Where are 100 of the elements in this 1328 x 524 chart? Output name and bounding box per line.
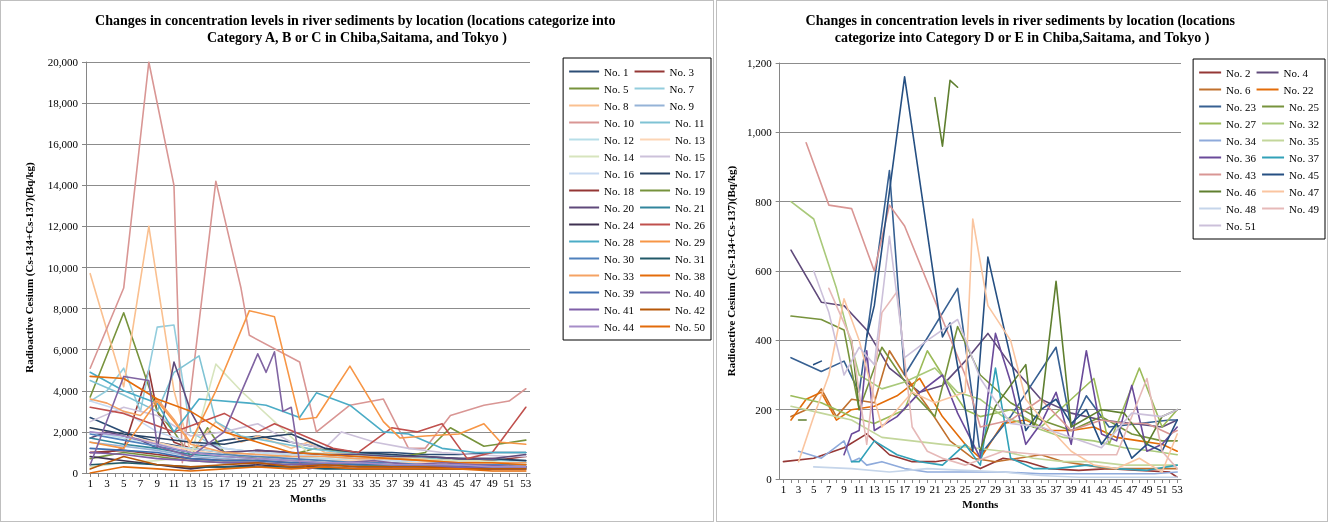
x-tick-label: 39 [1065,482,1078,495]
y-tick-label: 600 [755,265,773,277]
legend-label: No. 40 [675,286,706,299]
x-tick-label: 47 [1126,482,1138,495]
legend-label: No. 49 [1289,202,1320,215]
legend-label: No. 48 [1226,202,1257,215]
chart-title: Changes in concentration levels in river sediments by location (locations categorize into Category A, B or C in Chiba,Saitama, and Tokyo ) [95,13,619,46]
legend-label: No. 24 [604,218,635,231]
x-tick-label: 25 [285,476,298,489]
legend-label: No. 36 [1226,151,1257,164]
x-tick-label: 1 [780,482,787,495]
legend-label: No. 15 [675,150,706,163]
x-tick-label: 27 [302,476,314,489]
x-tick-label: 7 [826,482,833,495]
x-tick-label: 51 [1156,482,1168,495]
legend-label: No. 19 [675,184,706,197]
x-tick-label: 53 [520,476,532,489]
x-tick-label: 19 [235,476,247,489]
legend-label: No. 2 [1226,66,1251,79]
y-tick-label: 20,000 [47,56,79,68]
legend-label: No. 26 [675,218,706,231]
legend-label: No. 5 [604,82,630,95]
legend-label: No. 9 [669,99,695,112]
legend-label: No. 31 [675,252,706,265]
x-tick-label: 13 [185,476,197,489]
x-tick-label: 45 [453,476,465,489]
x-tick-label: 7 [137,476,144,489]
legend-label: No. 14 [604,150,635,163]
y-tick-label: 10,000 [47,261,79,274]
legend-label: No. 13 [675,133,706,146]
x-tick-label: 37 [386,476,398,489]
x-tick-label: 33 [1020,482,1032,495]
x-axis-title: Months [289,492,327,505]
legend-label: No. 8 [604,99,630,112]
legend-label: No. 17 [675,167,706,180]
legend-label: No. 6 [1226,83,1252,96]
y-tick-label: 1,000 [746,126,773,139]
y-tick-label: 18,000 [47,97,79,110]
y-tick-label: 8,000 [53,302,79,315]
legend-label: No. 11 [675,116,705,129]
legend-label: No. 27 [1226,117,1257,130]
legend-label: No. 41 [604,303,635,316]
y-axis-title: Radioactive Cesium (Cs-134+Cs-137)(Bq/kg) [22,161,36,373]
legend-label: No. 30 [604,252,635,265]
y-tick-label: 0 [766,473,773,485]
legend-label: No. 32 [1289,117,1320,130]
legend-label: No. 34 [1226,134,1257,147]
x-tick-label: 41 [1080,482,1092,495]
x-tick-label: 27 [974,482,987,495]
x-tick-label: 9 [841,482,848,495]
x-axis-title: Months [962,498,1000,511]
x-tick-label: 11 [168,476,180,489]
x-tick-label: 43 [1095,482,1108,495]
legend-label: No. 44 [604,320,635,333]
x-tick-label: 37 [1050,482,1063,495]
x-tick-label: 15 [883,482,896,495]
x-tick-label: 29 [319,476,331,489]
x-tick-label: 45 [1111,482,1123,495]
y-tick-label: 16,000 [47,138,79,151]
y-tick-label: 2,000 [53,425,79,438]
x-tick-label: 31 [1005,482,1017,495]
x-tick-label: 21 [929,482,941,495]
legend-label: No. 42 [675,303,706,316]
y-axis-title: Radioactive Cesium (Cs-134+Cs-137)(Bq/kg) [724,165,738,377]
legend-label: No. 43 [1226,168,1257,181]
x-tick-label: 11 [853,482,865,495]
legend-label: No. 18 [604,184,635,197]
legend-label: No. 23 [1226,100,1257,113]
legend-label: No. 22 [1283,83,1314,96]
legend-label: No. 28 [604,235,635,248]
legend-label: No. 37 [1289,151,1320,164]
legend-label: No. 33 [604,269,635,282]
y-tick-label: 200 [755,403,773,416]
x-tick-label: 3 [795,482,802,495]
y-tick-label: 6,000 [53,343,79,356]
x-tick-label: 49 [1141,482,1153,495]
y-tick-label: 400 [755,334,773,347]
x-tick-label: 5 [810,482,817,495]
legend-label: No. 10 [604,116,635,129]
y-tick-label: 4,000 [53,384,79,397]
x-tick-label: 23 [268,476,281,489]
x-tick-label: 33 [352,476,365,489]
x-tick-label: 3 [104,476,111,489]
x-tick-label: 51 [503,476,515,489]
legend-label: No. 1 [604,65,629,78]
x-tick-label: 13 [868,482,881,495]
x-tick-label: 53 [1171,482,1184,495]
x-tick-label: 25 [959,482,972,495]
x-tick-label: 17 [218,476,231,489]
x-tick-label: 1 [87,476,93,489]
x-tick-label: 19 [914,482,926,495]
x-tick-label: 5 [120,476,127,489]
y-tick-label: 0 [72,467,79,479]
x-tick-label: 39 [403,476,415,489]
x-tick-label: 21 [252,476,264,489]
legend-label: No. 35 [1289,134,1320,147]
x-tick-label: 47 [470,476,482,489]
x-tick-label: 17 [899,482,911,495]
y-tick-label: 12,000 [47,220,79,233]
legend-label: No. 29 [675,235,706,248]
